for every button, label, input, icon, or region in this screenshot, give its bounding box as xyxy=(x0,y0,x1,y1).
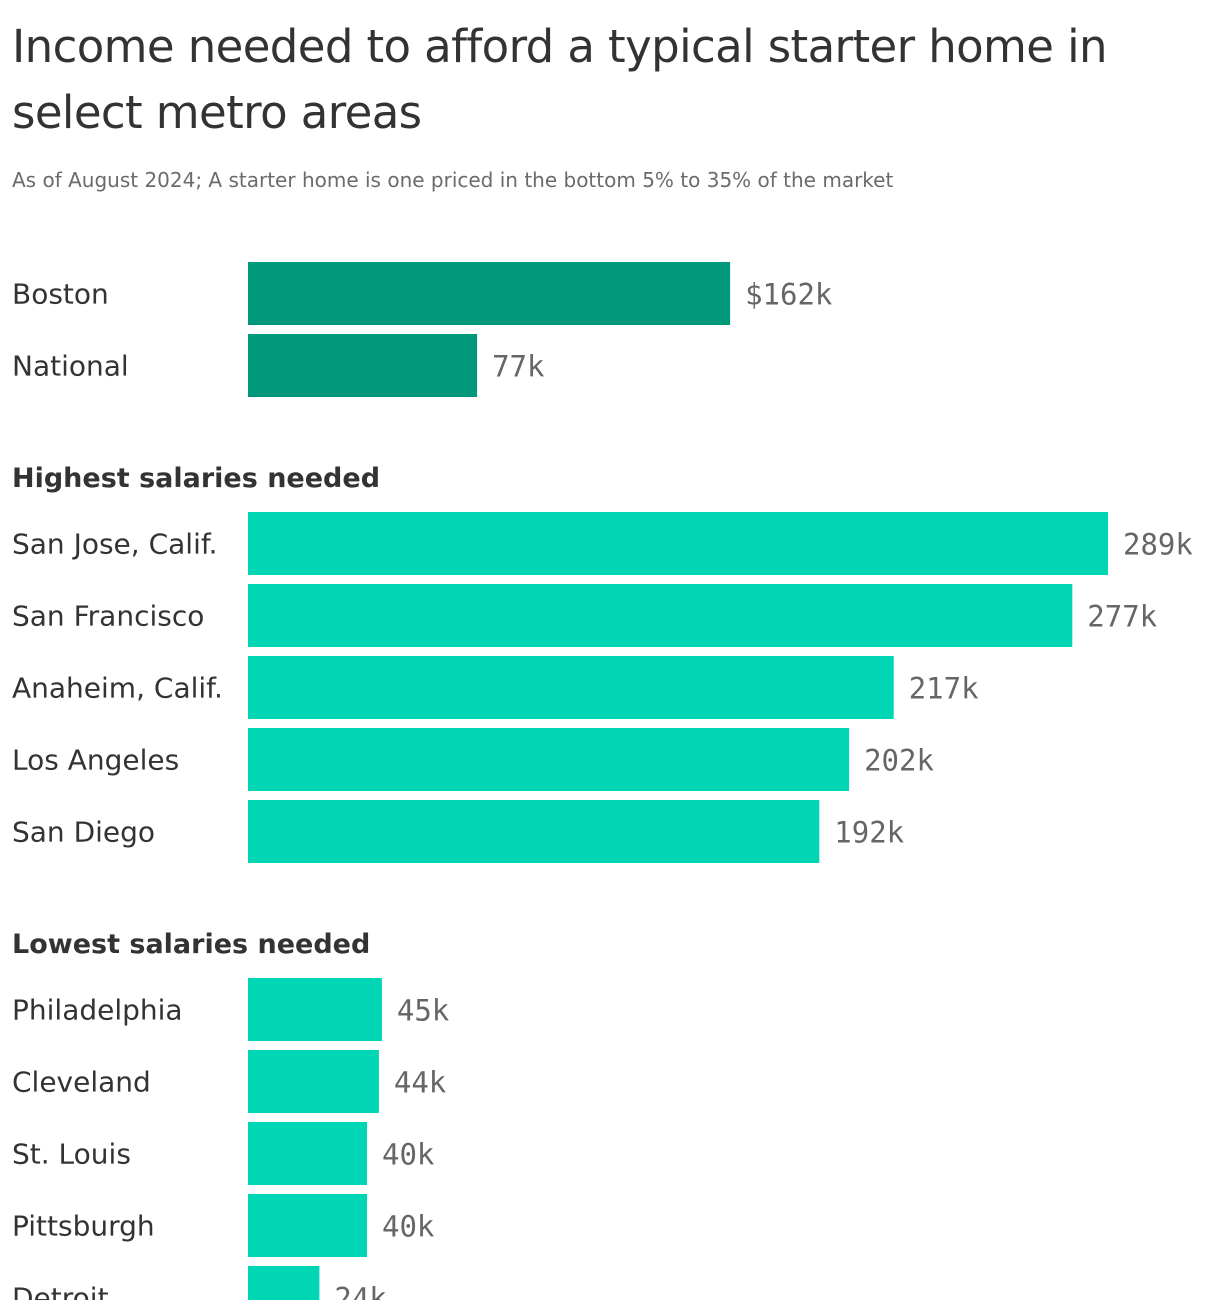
category-label-cleveland: Cleveland xyxy=(12,1066,151,1099)
value-label-los-angeles: 202k xyxy=(864,744,934,778)
group-label-highest-salaries-needed: Highest salaries needed xyxy=(12,463,380,494)
category-label-san-francisco: San Francisco xyxy=(12,600,204,633)
category-label-pittsburgh: Pittsburgh xyxy=(12,1210,155,1243)
chart-subtitle: As of August 2024; A starter home is one… xyxy=(12,168,894,192)
bar-chart-svg: Boston $162k National 77k Highest salaries n… xyxy=(12,262,1193,1300)
value-label-san-jose-calif: 289k xyxy=(1123,528,1193,562)
category-label-san-jose-calif: San Jose, Calif. xyxy=(12,528,218,561)
value-label-boston: $162k xyxy=(745,278,833,312)
category-label-philadelphia: Philadelphia xyxy=(12,994,183,1027)
bar-detroit xyxy=(248,1266,320,1300)
bar-los-angeles xyxy=(248,728,850,791)
bar-st-louis xyxy=(248,1122,367,1185)
value-label-national: 77k xyxy=(492,350,545,384)
bar-chart: Boston $162k National 77k Highest salaries n… xyxy=(0,230,1220,1300)
bar-anaheim-calif xyxy=(248,656,894,719)
chart-title: Income needed to afford a typical starte… xyxy=(12,20,1108,139)
bar-san-diego xyxy=(248,800,820,863)
category-label-los-angeles: Los Angeles xyxy=(12,744,179,777)
group-label-lowest-salaries-needed: Lowest salaries needed xyxy=(12,929,370,960)
value-label-detroit: 24k xyxy=(334,1282,387,1300)
category-label-national: National xyxy=(12,350,129,383)
value-label-san-francisco: 277k xyxy=(1087,600,1157,634)
category-label-detroit: Detroit xyxy=(12,1282,109,1300)
category-label-st-louis: St. Louis xyxy=(12,1138,131,1171)
value-label-pittsburgh: 40k xyxy=(382,1210,435,1244)
bar-philadelphia xyxy=(248,978,382,1041)
bar-san-jose-calif xyxy=(248,512,1108,575)
category-label-san-diego: San Diego xyxy=(12,816,155,849)
bar-national xyxy=(248,334,478,397)
category-label-anaheim-calif: Anaheim, Calif. xyxy=(12,672,223,705)
value-label-st-louis: 40k xyxy=(382,1138,435,1172)
value-label-philadelphia: 45k xyxy=(397,994,450,1028)
category-label-boston: Boston xyxy=(12,278,109,311)
value-label-san-diego: 192k xyxy=(834,816,904,850)
bar-pittsburgh xyxy=(248,1194,367,1257)
bar-san-francisco xyxy=(248,584,1073,647)
bar-cleveland xyxy=(248,1050,379,1113)
value-label-anaheim-calif: 217k xyxy=(909,672,979,706)
value-label-cleveland: 44k xyxy=(394,1066,447,1100)
bar-boston xyxy=(248,262,731,325)
